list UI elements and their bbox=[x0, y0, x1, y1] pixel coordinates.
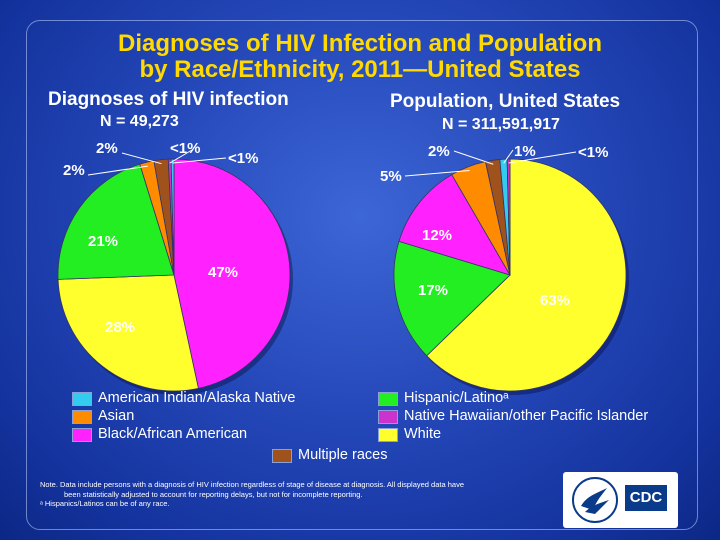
population-pie: 63% 17% 12% 5% 2% 1% <1% bbox=[380, 143, 629, 395]
slide-title-line2: by Race/Ethnicity, 2011—United States bbox=[139, 56, 581, 83]
legend-label: White bbox=[404, 426, 442, 442]
cdc-logo: CDC bbox=[563, 472, 678, 528]
hhs-eagle-icon bbox=[572, 477, 618, 523]
pie-label-american-indian-alaska-native: <1% bbox=[228, 150, 258, 167]
pie-label-american-indian-alaska-native: 1% bbox=[514, 143, 536, 160]
leader-line bbox=[508, 151, 577, 164]
leader-line bbox=[453, 150, 494, 165]
pie-label-white: 63% bbox=[540, 292, 570, 309]
legend-label: Asian bbox=[98, 408, 135, 424]
slide-title-line1: Diagnoses of HIV Infection and Populatio… bbox=[117, 30, 603, 57]
left-chart-title: Diagnoses of HIV infection bbox=[48, 89, 289, 110]
legend-label: Black/African American bbox=[98, 426, 248, 442]
pie-label-black-african-american: 47% bbox=[208, 264, 238, 281]
legend-swatch bbox=[72, 410, 92, 424]
leader-line bbox=[169, 149, 193, 164]
pie-label-multiple-races: 2% bbox=[428, 143, 450, 160]
pie-label-native-hawaiian-other-pacific-islander: <1% bbox=[578, 144, 608, 161]
pie-slice-white bbox=[57, 274, 199, 392]
legend-swatch bbox=[378, 392, 398, 406]
pie-label-white: 28% bbox=[105, 319, 135, 336]
leader-line bbox=[172, 157, 227, 164]
pie-label-black-african-american: 12% bbox=[422, 227, 452, 244]
legend-swatch bbox=[72, 392, 92, 406]
footnote-line-3: ᵃ Hispanics/Latinos can be of any race. bbox=[40, 499, 170, 508]
cdc-wordmark: CDC bbox=[625, 485, 667, 511]
pie-slice-hispanic-latino bbox=[393, 240, 511, 357]
pie-slice-white bbox=[426, 158, 627, 392]
footnote: Note. Data include persons with a diagno… bbox=[40, 480, 560, 509]
legend-swatch bbox=[72, 428, 92, 442]
footnote-line-1: Note. Data include persons with a diagno… bbox=[40, 480, 465, 489]
slide-frame bbox=[26, 20, 698, 530]
pie-slice-black-african-american bbox=[173, 158, 291, 389]
legend-swatch bbox=[378, 428, 398, 442]
leader-line bbox=[404, 170, 470, 177]
legend-label: Multiple races bbox=[298, 447, 388, 463]
pie-label-asian: 5% bbox=[380, 168, 402, 185]
pie-label-hispanic-latino: 21% bbox=[88, 233, 118, 250]
right-chart-title: Population, United States bbox=[390, 91, 621, 112]
left-chart-n: N = 49,273 bbox=[100, 113, 179, 130]
legend-label: Native Hawaiian/other Pacific Islander bbox=[404, 408, 649, 424]
legend-label: American Indian/Alaska Native bbox=[98, 390, 296, 406]
legend-swatch bbox=[272, 449, 292, 463]
hiv-diagnoses-pie: 47% 28% 21% 2% 2% <1% <1% bbox=[57, 140, 293, 395]
pie-label-asian: 2% bbox=[63, 162, 85, 179]
legend-swatch bbox=[378, 410, 398, 424]
pie-label-native-hawaiian-other-pacific-islander: <1% bbox=[170, 140, 200, 157]
pie-slice-american-indian-alaska-native bbox=[170, 158, 175, 276]
pie-label-multiple-races: 2% bbox=[96, 140, 118, 157]
legend-label: Hispanic/Latinoᵃ bbox=[404, 390, 509, 406]
leader-line bbox=[503, 149, 514, 164]
pie-label-hispanic-latino: 17% bbox=[418, 282, 448, 299]
leader-line bbox=[121, 152, 162, 165]
footnote-line-2: been statistically adjusted to account f… bbox=[64, 489, 363, 499]
pie-slice-black-african-american bbox=[398, 174, 511, 276]
right-chart-n: N = 311,591,917 bbox=[442, 116, 560, 133]
leader-line bbox=[87, 165, 148, 176]
